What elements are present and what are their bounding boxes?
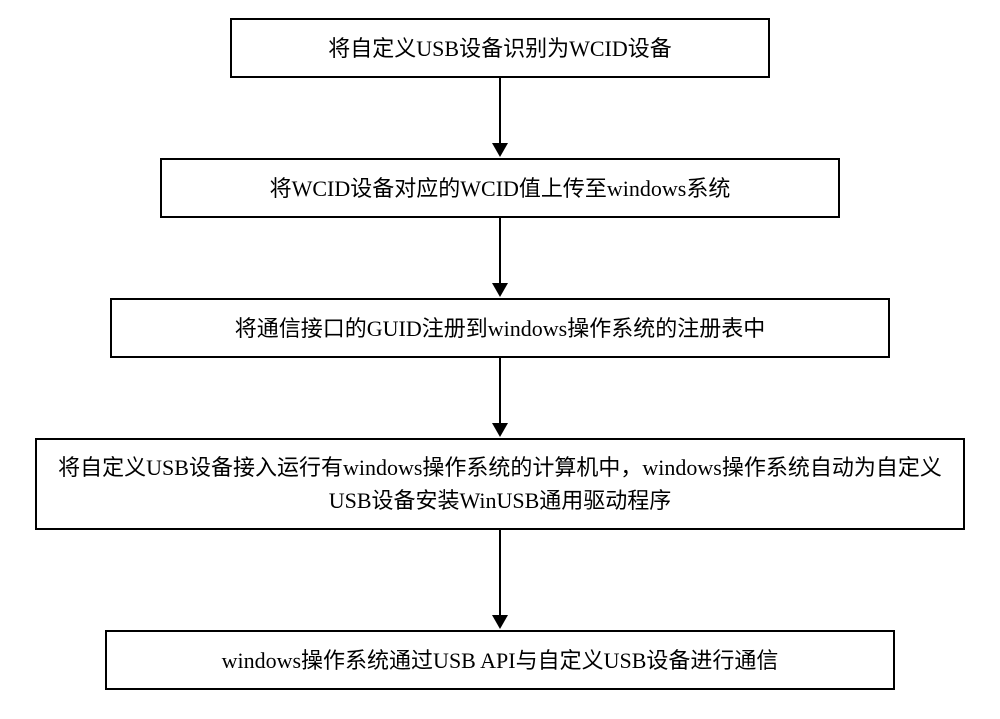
- flowchart-step-3: 将通信接口的GUID注册到windows操作系统的注册表中: [110, 298, 890, 358]
- flowchart-arrow-2: [492, 218, 508, 297]
- step-label: 将自定义USB设备接入运行有windows操作系统的计算机中，windows操作…: [57, 451, 943, 517]
- flowchart-container: 将自定义USB设备识别为WCID设备 将WCID设备对应的WCID值上传至win…: [0, 0, 1000, 719]
- flowchart-step-4: 将自定义USB设备接入运行有windows操作系统的计算机中，windows操作…: [35, 438, 965, 530]
- arrow-line: [499, 358, 501, 424]
- step-label: 将通信接口的GUID注册到windows操作系统的注册表中: [235, 312, 765, 345]
- flowchart-arrow-1: [492, 78, 508, 157]
- flowchart-step-5: windows操作系统通过USB API与自定义USB设备进行通信: [105, 630, 895, 690]
- flowchart-arrow-4: [492, 530, 508, 629]
- flowchart-step-2: 将WCID设备对应的WCID值上传至windows系统: [160, 158, 840, 218]
- arrow-head: [492, 283, 508, 297]
- flowchart-step-1: 将自定义USB设备识别为WCID设备: [230, 18, 770, 78]
- flowchart-arrow-3: [492, 358, 508, 437]
- arrow-head: [492, 423, 508, 437]
- step-label: 将WCID设备对应的WCID值上传至windows系统: [270, 172, 731, 205]
- arrow-line: [499, 78, 501, 144]
- arrow-head: [492, 615, 508, 629]
- step-label: 将自定义USB设备识别为WCID设备: [328, 32, 671, 65]
- arrow-head: [492, 143, 508, 157]
- step-label: windows操作系统通过USB API与自定义USB设备进行通信: [222, 644, 779, 677]
- arrow-line: [499, 530, 501, 616]
- arrow-line: [499, 218, 501, 284]
